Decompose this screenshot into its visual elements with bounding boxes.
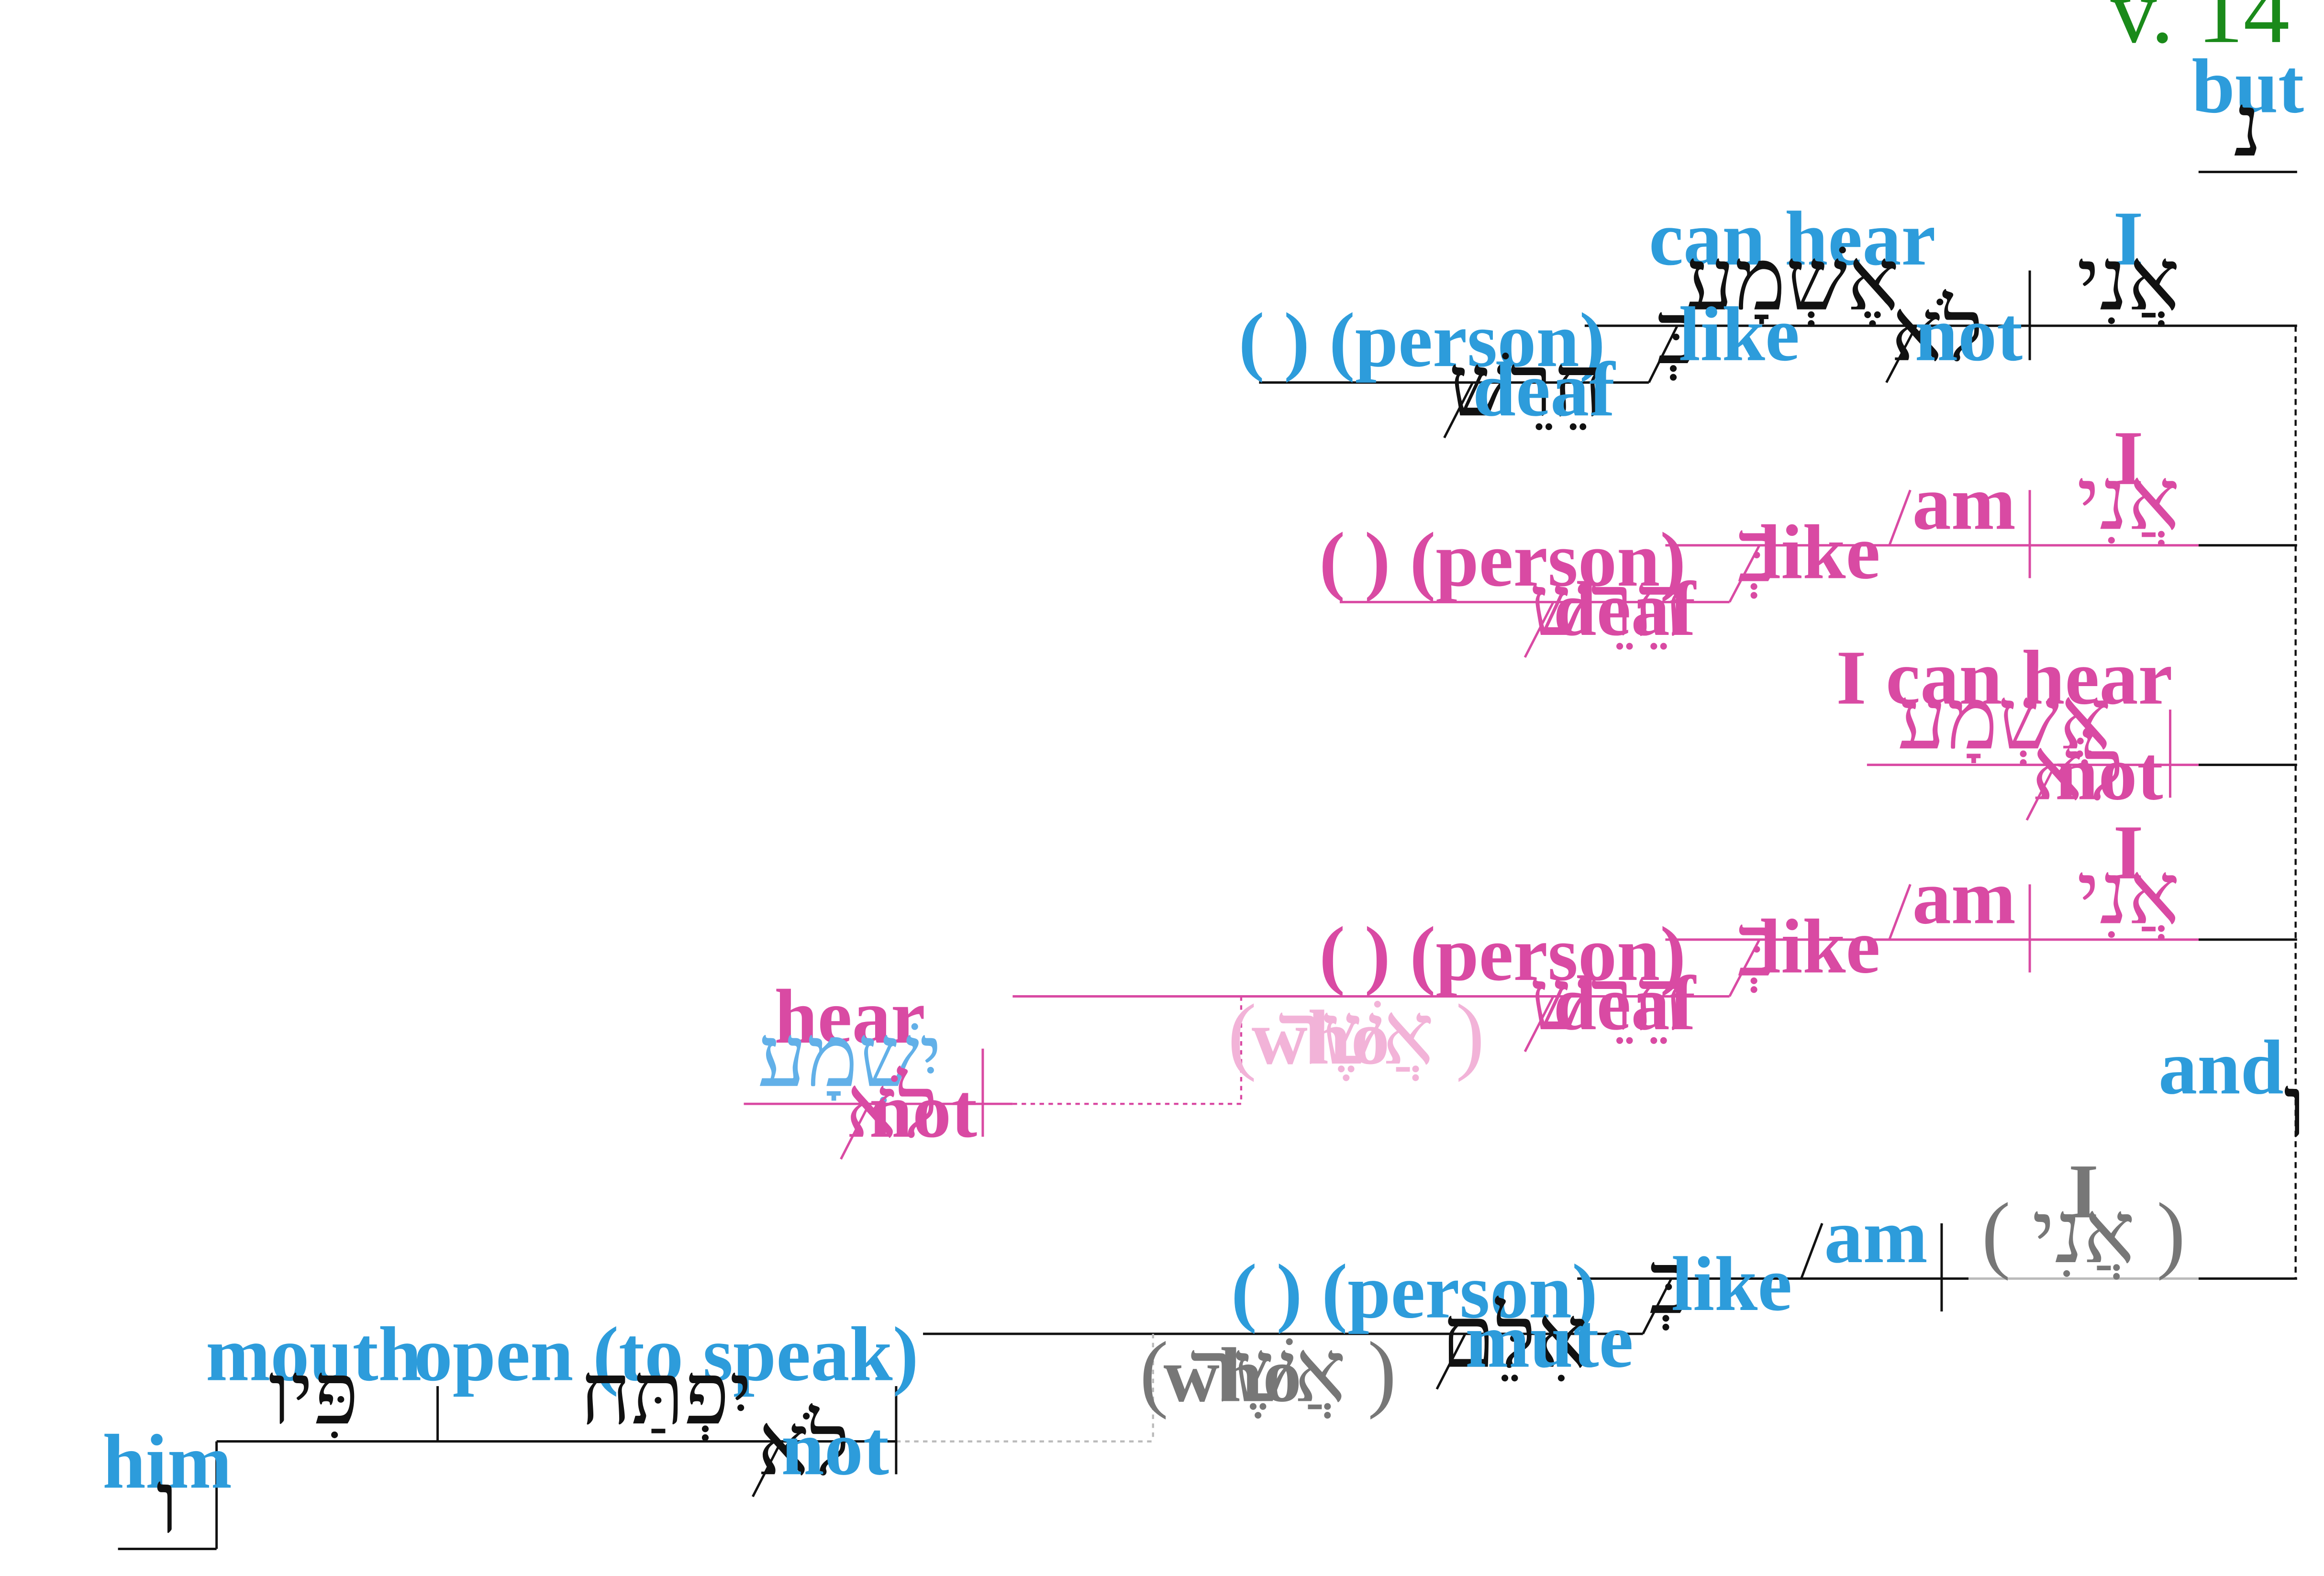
clause-4: I אֲנִי am כְּ like ( ) (person) חֵרֵשׁ … [744,810,2199,1160]
clause-4-relative-verb-hebrew: יִשְׁמָע [757,1010,942,1105]
clause-1-prep-english: like [1679,291,1800,377]
clause-5-modifier-english: mute [1465,1298,1634,1384]
clause-5-modifier-slant [1435,1333,1467,1390]
clause-1-verb-english: can hear [1649,196,1936,282]
clause-4-prep-slant [1728,939,1761,997]
clause-1-object-english: ( ) (person) [1239,297,1605,383]
clause-5-relative-negation-english: not [781,1405,889,1491]
clause-3: I can hear אֶשְׁמָע לֹא not [1836,635,2199,821]
clause-1-modifier-english: deaf [1473,346,1616,433]
clause-5-prep-slant [1642,1278,1673,1335]
clause-5-verb-english: am [1824,1193,1927,1279]
clause-4-object-english: ( ) (person) [1319,911,1686,997]
clause-1: I אֲנִי can hear אֶשְׁמָע לֹא not כְּ li… [1239,196,2297,439]
clause-5-relative-pronoun-english: who [1164,1332,1302,1418]
clause-5-possessor-english: him [102,1419,232,1505]
conj-and-english: and [2158,1024,2284,1110]
conj-and-hebrew: ו [2284,1060,2306,1156]
clause-4-verb-english: am [1913,854,2016,940]
conjunction-and: and ו [2158,1024,2306,1156]
clause-3-negation-hebrew: לֹא [2031,722,2124,818]
clause-1-negation-hebrew: לֹא [1891,284,1983,379]
conj-but-hebrew: נ [2234,79,2262,175]
clause-1-modifier-slant [1443,382,1474,439]
clause-1-prep-slant [1647,325,1679,383]
clause-2-prep-hebrew: כְּ [1737,505,1779,600]
clause-5-possessor-hebrew: ו [156,1456,178,1552]
clause-5-relative-verb-english: open (to speak) [414,1311,919,1398]
clause-5-relative-pronoun-hebrew: ( אֲשֶׁר ) [1140,1324,1397,1420]
clause-5-prep-english: like [1671,1241,1792,1327]
clause-2-prep-english: like [1759,509,1880,595]
clause-5-subject-hebrew: ( אֲנִי ) [1981,1186,2185,1281]
clause-4-prep-english: like [1759,904,1880,990]
clause-4-subject-hebrew: אֲנִי [2077,846,2180,942]
verse-label: v. 14 [2111,0,2290,62]
clause-2-object-english: ( ) (person) [1319,517,1686,603]
clause-2-subject-english: I [2113,415,2144,501]
clause-5-prep-hebrew: כְּ [1649,1236,1691,1332]
clause-2-modifier-english: deaf [1553,566,1696,652]
clause-5-object-english: ( ) (person) [1231,1249,1598,1335]
clause-2-predicate-slant [1888,489,1912,546]
clause-3-verb-english: I can hear [1836,635,2172,721]
conj-but-english: but [2192,44,2304,130]
clause-4-modifier-slant [1523,996,1555,1053]
clause-5: I ( אֲנִי ) am כְּ like ( ) (person) אִל… [102,1148,2199,1552]
clause-5-mouth-hebrew: פִּיו [268,1347,359,1443]
clause-5-relative-negation-slant [751,1441,782,1498]
clause-1-subject-hebrew: אֲנִי [2077,233,2180,329]
clause-5-predicate-slant [1800,1223,1824,1279]
clause-5-subject-english: I [2068,1148,2099,1234]
clause-4-relative-verb-english: hear [774,974,925,1060]
clause-4-relative-pronoun-english: who [1252,995,1390,1081]
clause-4-subject-english: I [2113,810,2144,896]
clause-2-modifier-slant [1523,601,1555,658]
clause-1-prep-hebrew: כְּ [1657,287,1699,382]
clause-4-relative-pronoun-hebrew: ( אֲשֶׁר ) [1228,987,1485,1083]
clause-4-relative-negation-hebrew: לֹא [845,1060,938,1156]
clause-5-relative-verb-hebrew: יִפְתַּח [580,1347,752,1443]
clause-1-negation-english: not [1915,291,2023,377]
conjunction-but: but נ [2192,44,2304,175]
clause-5-object-hebrew: אִלֵּם [1441,1290,1588,1386]
clause-4-relative-negation-english: not [869,1068,977,1154]
clause-3-negation-slant [2025,764,2057,821]
clause-1-subject-english: I [2113,196,2144,282]
clause-4-relative-negation-slant [840,1103,870,1160]
clause-2-prep-slant [1728,544,1761,603]
clause-1-negation-slant [1885,325,1918,383]
clause-5-relative-negation-hebrew: לֹא [757,1398,850,1493]
clause-4-predicate-slant [1888,884,1912,940]
clause-2-subject-hebrew: אֲנִי [2077,452,2180,548]
clause-4-modifier-english: deaf [1553,960,1696,1046]
clause-3-verb-hebrew: אֶשְׁמָע [1898,672,2112,767]
clause-1-object-hebrew: חֵרֵשׁ [1449,339,1604,434]
clause-4-object-hebrew: חֵרֵשׁ [1529,953,1684,1048]
clause-2-object-hebrew: חֵרֵשׁ [1529,558,1684,654]
clause-2-verb-english: am [1913,460,2016,546]
clause-5-mouth-english: mouth [206,1311,422,1398]
clause-2: I אֲנִי am כְּ like ( ) (person) חֵרֵשׁ … [1319,415,2199,658]
clause-4-prep-hebrew: כְּ [1737,899,1779,995]
clause-1-verb-hebrew: אֶשְׁמָע [1685,233,1899,329]
clause-3-negation-english: not [2055,730,2163,816]
